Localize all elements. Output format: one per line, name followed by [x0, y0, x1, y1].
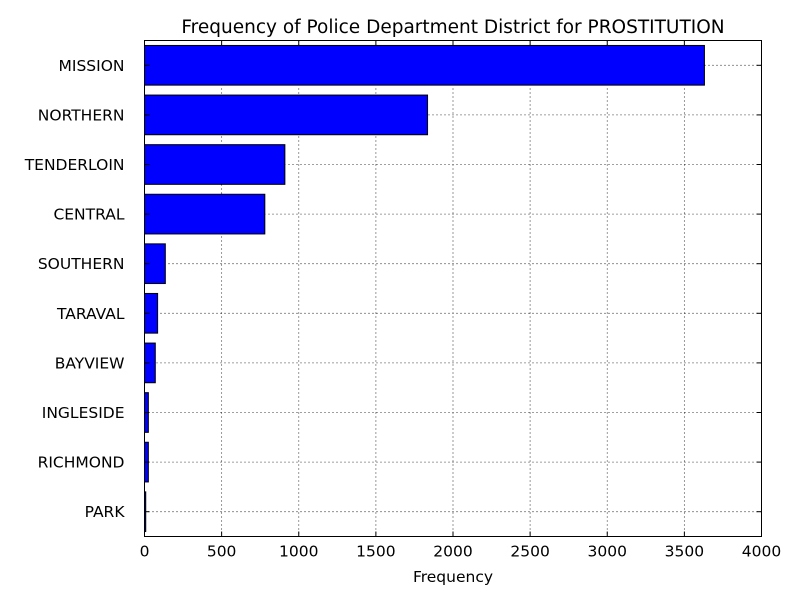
x-tick-label: 2000: [433, 543, 472, 561]
bars: [144, 44, 705, 533]
x-tick-label: 3500: [665, 543, 704, 561]
y-tick-label: TARAVAL: [56, 305, 125, 323]
x-axis-label: Frequency: [413, 568, 493, 586]
y-tick-label: CENTRAL: [53, 206, 124, 224]
axis-ticks: 0 500 1000 1500 2000 2500 3000 3500 4000 MISSION N…: [24, 40, 781, 561]
x-tick-label: 4000: [742, 543, 781, 561]
x-tick-label: 1000: [279, 543, 318, 561]
y-tick-label: MISSION: [59, 57, 125, 75]
y-tick-label: TENDERLOIN: [24, 156, 125, 174]
x-tick-label: 1500: [356, 543, 395, 561]
y-tick-label: INGLESIDE: [42, 404, 125, 422]
x-tick-label: 2500: [510, 543, 549, 561]
y-tick-label: NORTHERN: [38, 106, 125, 124]
bar-tenderloin: [144, 144, 286, 185]
y-tick-label: PARK: [85, 503, 126, 521]
x-tick-label: 3000: [588, 543, 627, 561]
y-tick-label: BAYVIEW: [55, 354, 125, 372]
y-tick-label: RICHMOND: [38, 454, 125, 472]
bar-central: [144, 193, 266, 235]
y-tick-label: SOUTHERN: [38, 255, 125, 273]
bar-mission: [144, 44, 705, 86]
chart-title: Frequency of Police Department District …: [181, 17, 724, 38]
x-tick-label: 500: [207, 543, 237, 561]
bar-northern: [144, 94, 429, 136]
plot-area-frame: [144, 40, 762, 537]
x-tick-label: 0: [140, 543, 150, 561]
